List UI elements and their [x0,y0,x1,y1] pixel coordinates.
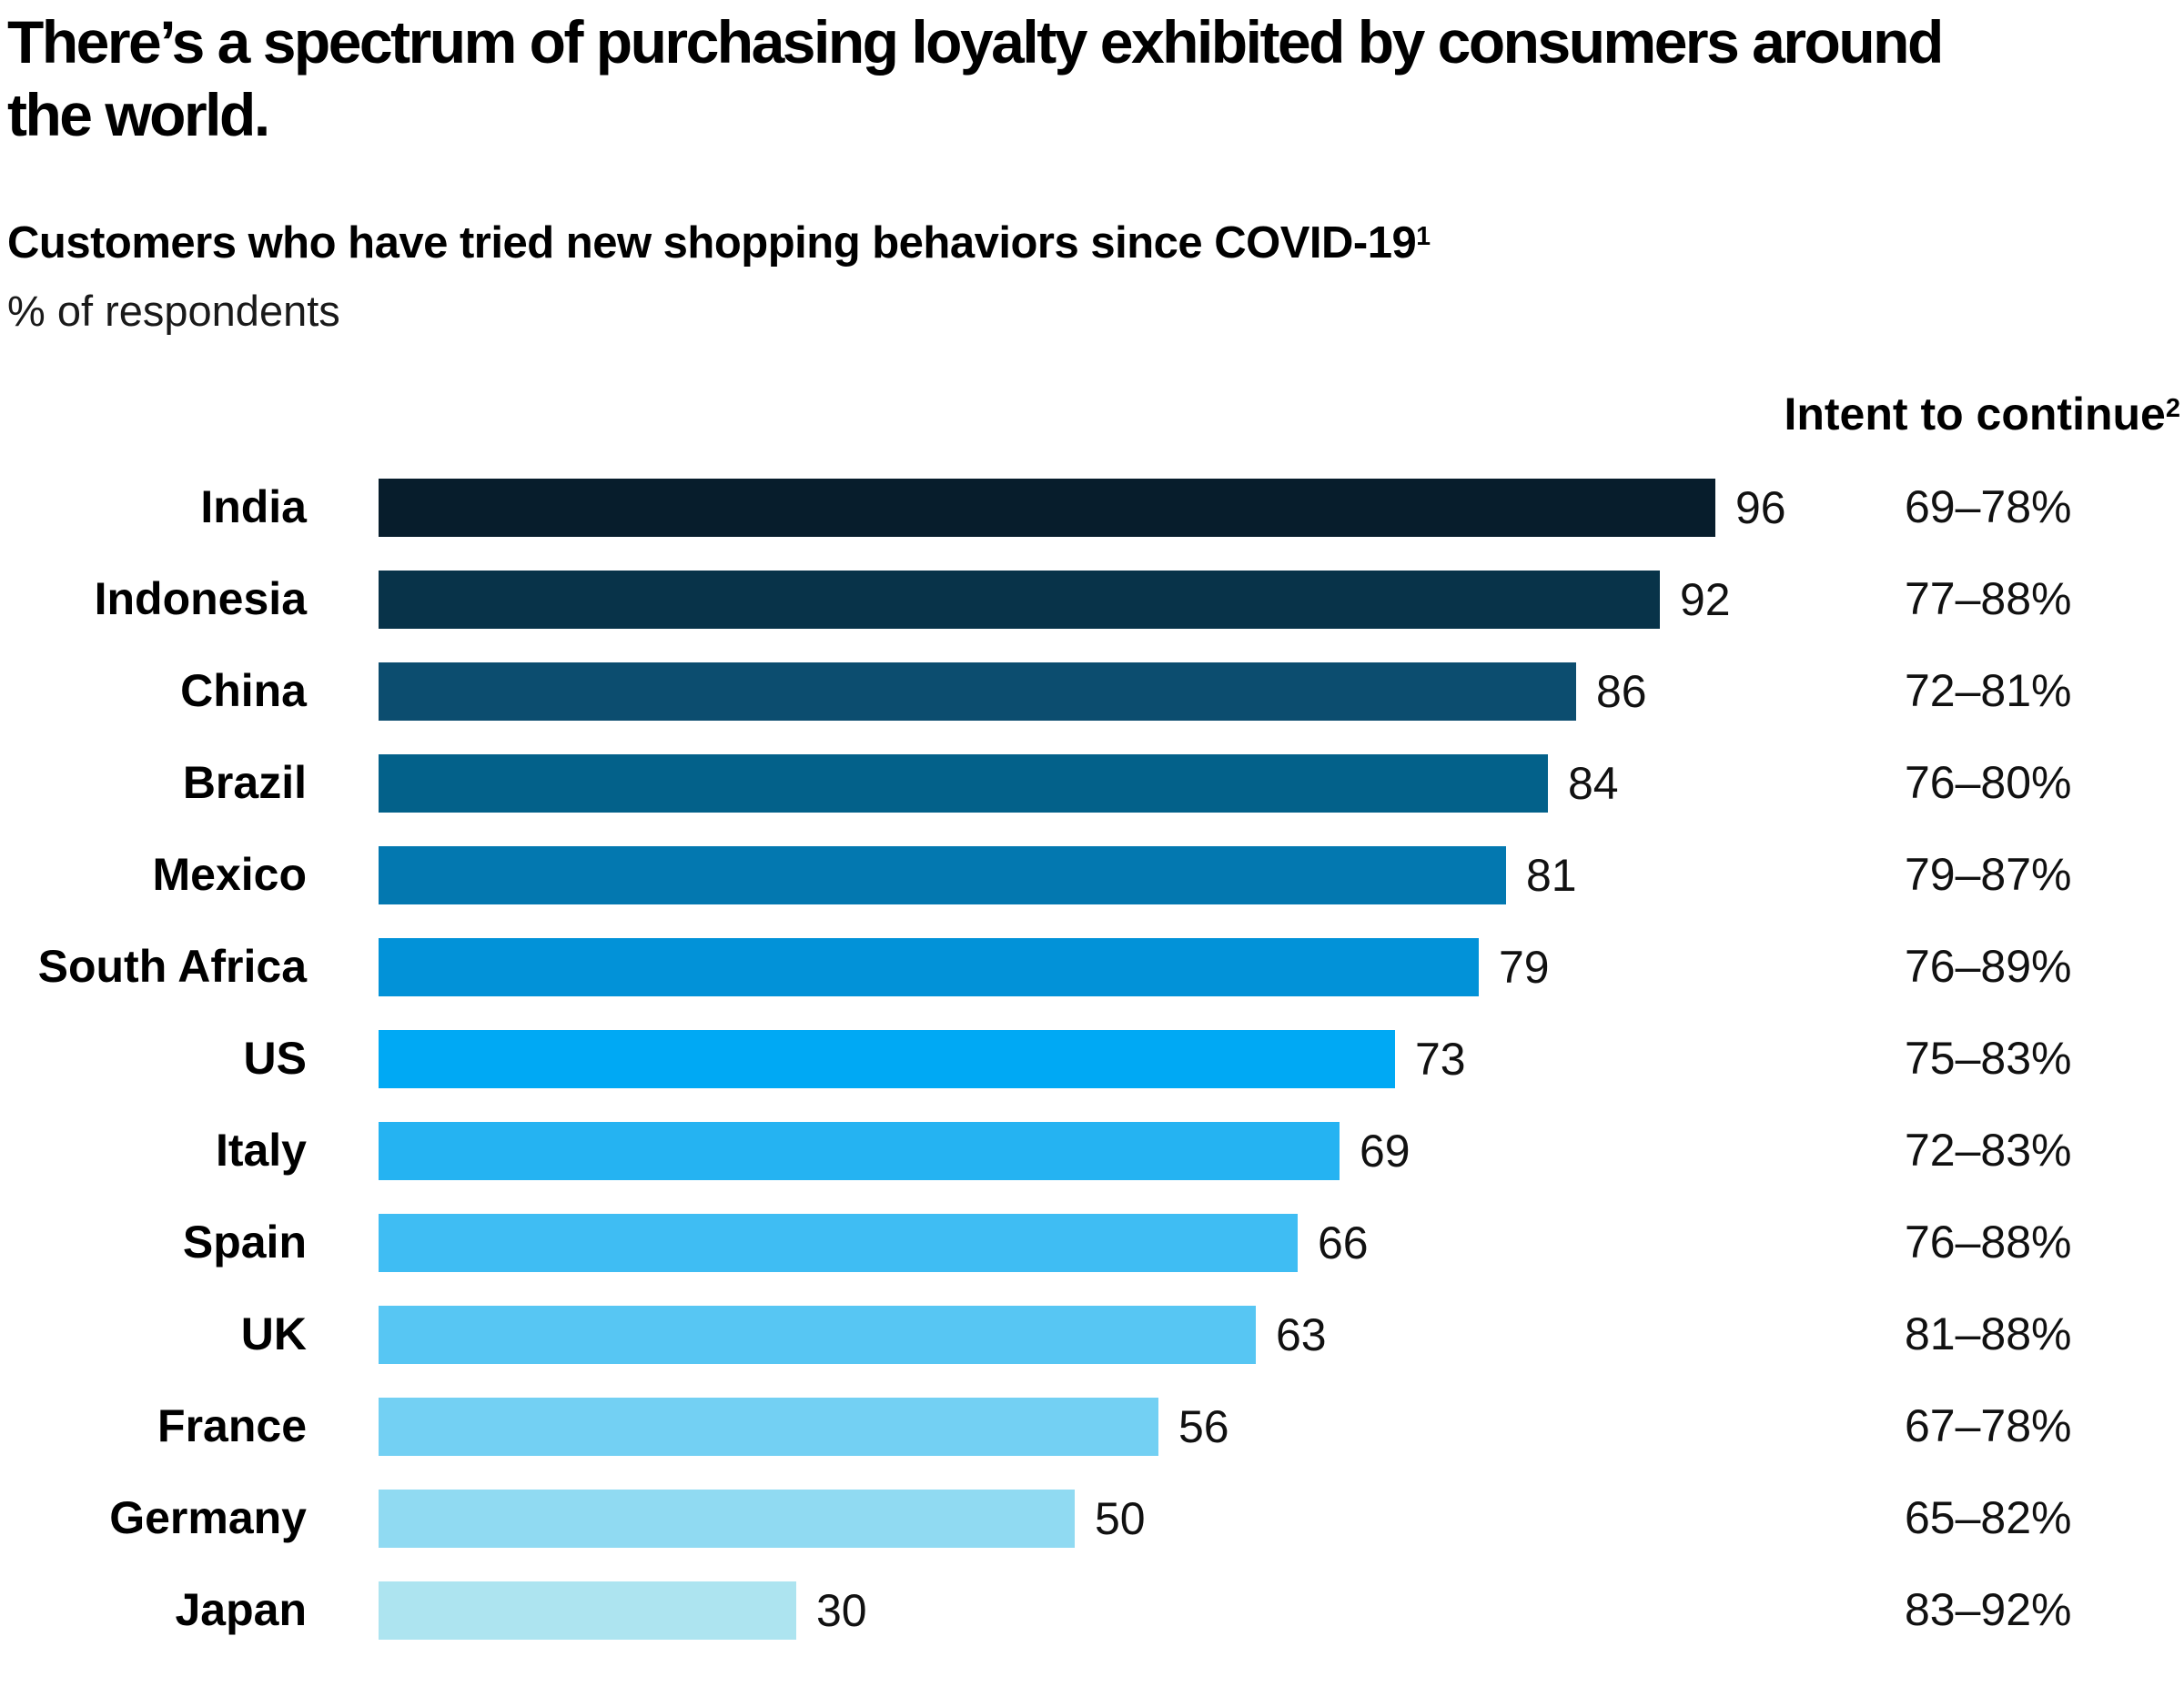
value-label: 66 [1318,1217,1369,1268]
chart-row-uk: UK 63 81–88% [0,1288,2184,1380]
chart-row-brazil: Brazil 84 76–80% [0,737,2184,829]
chart-row-mexico: Mexico 81 79–87% [0,829,2184,921]
bar-us [379,1029,1395,1088]
bar-china [379,662,1576,721]
bar-mexico [379,845,1506,904]
intent-value: 76–89% [1905,941,2072,992]
chart-row-indonesia: Indonesia 92 77–88% [0,553,2184,645]
value-label: 84 [1568,757,1619,809]
bar-germany [379,1489,1075,1548]
intent-value: 81–88% [1905,1308,2072,1359]
intent-value: 83–92% [1905,1584,2072,1635]
value-label: 81 [1526,849,1577,901]
intent-value: 72–81% [1905,665,2072,716]
intent-value: 79–87% [1905,849,2072,900]
value-label: 92 [1680,573,1731,625]
chart-row-india: India 96 69–78% [0,461,2184,553]
country-label: South Africa [37,941,307,992]
chart-row-china: China 86 72–81% [0,645,2184,737]
bar-area: 66 [379,1197,1369,1288]
bar-spain [379,1213,1298,1272]
unit-label: % of respondents [7,287,340,335]
bar-chart: India 96 69–78% Indonesia 92 77–88% Chin… [0,461,2184,1656]
value-label: 50 [1095,1492,1146,1544]
value-label: 79 [1499,941,1550,993]
value-label: 69 [1360,1125,1410,1177]
intent-value: 76–80% [1905,757,2072,808]
value-label: 56 [1178,1400,1229,1452]
chart-row-spain: Spain 66 76–88% [0,1197,2184,1288]
value-label: 86 [1596,665,1647,717]
bar-indonesia [379,570,1660,629]
bar-area: 56 [379,1380,1229,1472]
page-title: There’s a spectrum of purchasing loyalty… [7,5,2173,151]
bar-area: 69 [379,1105,1410,1197]
country-label: China [180,665,307,716]
country-label: India [200,481,307,532]
country-label: Germany [109,1492,307,1543]
bar-area: 73 [379,1013,1466,1105]
country-label: Italy [215,1125,307,1176]
country-label: UK [240,1308,307,1359]
value-label: 30 [816,1584,867,1636]
footnote-marker-1: 1 [1416,221,1431,251]
intent-value: 67–78% [1905,1400,2072,1451]
bar-italy [379,1121,1340,1180]
bar-area: 86 [379,645,1647,737]
country-label: Brazil [182,757,307,808]
intent-value: 65–82% [1905,1492,2072,1543]
bar-area: 79 [379,921,1550,1013]
chart-subtitle: Customers who have tried new shopping be… [7,218,1431,274]
footnote-marker-2: 2 [2165,393,2180,423]
chart-subtitle-text: Customers who have tried new shopping be… [7,218,1417,268]
bar-area: 30 [379,1564,867,1656]
intent-column-header-text: Intent to continue [1784,389,2166,439]
bar-area: 50 [379,1472,1146,1564]
bar-uk [379,1305,1256,1364]
page-title-line-2: the world. [7,81,270,148]
chart-row-south-africa: South Africa 79 76–89% [0,921,2184,1013]
country-label: France [157,1400,307,1451]
value-label: 73 [1415,1033,1466,1085]
country-label: Mexico [152,849,307,900]
value-label: 96 [1735,481,1786,533]
intent-value: 77–88% [1905,573,2072,624]
intent-value: 69–78% [1905,481,2072,532]
country-label: US [243,1033,307,1084]
bar-area: 81 [379,829,1577,921]
country-label: Indonesia [94,573,307,624]
intent-value: 72–83% [1905,1125,2072,1176]
chart-row-japan: Japan 30 83–92% [0,1564,2184,1656]
bar-area: 92 [379,553,1731,645]
bar-france [379,1397,1158,1456]
country-label: Japan [175,1584,307,1635]
chart-row-germany: Germany 50 65–82% [0,1472,2184,1564]
intent-column-header: Intent to continue2 [0,389,2180,446]
chart-row-italy: Italy 69 72–83% [0,1105,2184,1197]
country-label: Spain [182,1217,307,1268]
bar-japan [379,1581,796,1640]
bar-area: 96 [379,461,1786,553]
bar-area: 84 [379,737,1619,829]
value-label: 63 [1276,1308,1327,1360]
bar-south-africa [379,937,1479,996]
bar-brazil [379,753,1548,813]
intent-value: 76–88% [1905,1217,2072,1268]
bar-area: 63 [379,1288,1327,1380]
intent-value: 75–83% [1905,1033,2072,1084]
bar-india [379,478,1715,537]
chart-row-us: US 73 75–83% [0,1013,2184,1105]
page-title-line-1: There’s a spectrum of purchasing loyalty… [7,8,1944,76]
chart-row-france: France 56 67–78% [0,1380,2184,1472]
